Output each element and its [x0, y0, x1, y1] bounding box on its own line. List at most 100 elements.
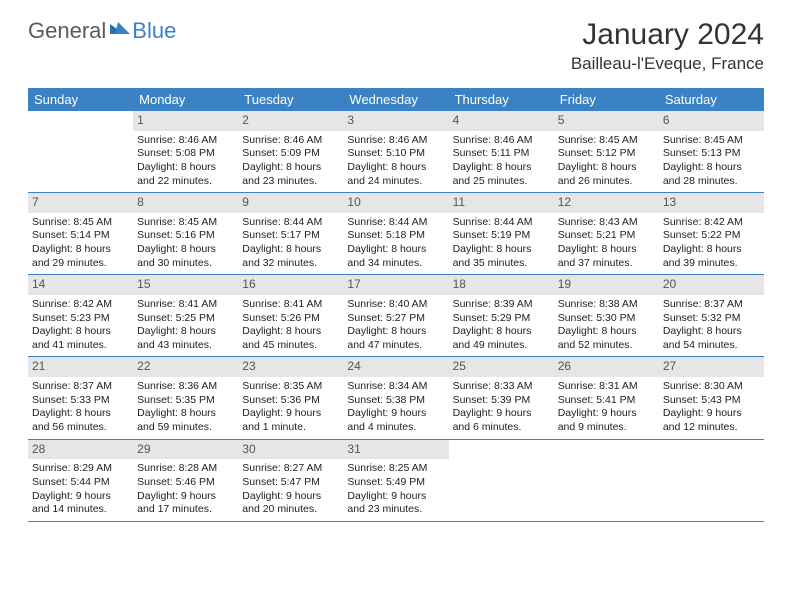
- calendar-cell: 7Sunrise: 8:45 AMSunset: 5:14 PMDaylight…: [28, 193, 133, 274]
- day-number: 24: [343, 357, 448, 377]
- daylight-text: and 47 minutes.: [347, 339, 444, 353]
- day-number: 10: [343, 193, 448, 213]
- daylight-text: and 56 minutes.: [32, 421, 129, 435]
- daylight-text: Daylight: 8 hours: [242, 161, 339, 175]
- sunrise-text: Sunrise: 8:36 AM: [137, 380, 234, 394]
- sunset-text: Sunset: 5:11 PM: [453, 147, 550, 161]
- daylight-text: and 17 minutes.: [137, 503, 234, 517]
- daylight-text: Daylight: 9 hours: [242, 407, 339, 421]
- sunset-text: Sunset: 5:32 PM: [663, 312, 760, 326]
- day-number: 19: [554, 275, 659, 295]
- daylight-text: and 39 minutes.: [663, 257, 760, 271]
- daylight-text: and 23 minutes.: [347, 503, 444, 517]
- sunrise-text: Sunrise: 8:44 AM: [347, 216, 444, 230]
- calendar-cell: 27 Sunrise: 8:30 AMSunset: 5:43 PMDayligh…: [659, 357, 764, 438]
- daylight-text: Daylight: 8 hours: [453, 325, 550, 339]
- calendar-cell: 5Sunrise: 8:45 AMSunset: 5:12 PMDaylight…: [554, 111, 659, 192]
- calendar-cell: 3Sunrise: 8:46 AMSunset: 5:10 PMDaylight…: [343, 111, 448, 192]
- daylight-text: and 37 minutes.: [558, 257, 655, 271]
- daylight-text: Daylight: 8 hours: [558, 325, 655, 339]
- sunrise-text: Sunrise: 8:42 AM: [663, 216, 760, 230]
- week-row: 1Sunrise: 8:46 AMSunset: 5:08 PMDaylight…: [28, 111, 764, 193]
- day-number: 16: [238, 275, 343, 295]
- day-number: 5: [554, 111, 659, 131]
- calendar-cell: 2Sunrise: 8:46 AMSunset: 5:09 PMDaylight…: [238, 111, 343, 192]
- weeks-container: 1Sunrise: 8:46 AMSunset: 5:08 PMDaylight…: [28, 111, 764, 522]
- daylight-text: and 28 minutes.: [663, 175, 760, 189]
- sunrise-text: Sunrise: 8:45 AM: [663, 134, 760, 148]
- title-block: January 2024 Bailleau-l'Eveque, France: [571, 18, 764, 74]
- dayheader-mon: Monday: [133, 88, 238, 111]
- sunset-text: Sunset: 5:25 PM: [137, 312, 234, 326]
- calendar-cell: 26 Sunrise: 8:31 AMSunset: 5:41 PMDayligh…: [554, 357, 659, 438]
- daylight-text: and 41 minutes.: [32, 339, 129, 353]
- sunset-text: Sunset: 5:39 PM: [453, 394, 550, 408]
- logo-flag-icon: [110, 20, 130, 43]
- sunrise-text: Sunrise: 8:40 AM: [347, 298, 444, 312]
- daylight-text: Daylight: 8 hours: [558, 243, 655, 257]
- logo: General Blue: [28, 18, 176, 44]
- day-number: 26: [554, 357, 659, 377]
- calendar-cell: [28, 111, 133, 192]
- daylight-text: Daylight: 8 hours: [347, 325, 444, 339]
- month-title: January 2024: [571, 18, 764, 52]
- dayheader-sun: Sunday: [28, 88, 133, 111]
- calendar-cell: 25Sunrise: 8:33 AMSunset: 5:39 PMDayligh…: [449, 357, 554, 438]
- day-number: 30: [238, 440, 343, 460]
- dayheader-wed: Wednesday: [343, 88, 448, 111]
- calendar-cell: [659, 440, 764, 521]
- sunset-text: Sunset: 5:12 PM: [558, 147, 655, 161]
- calendar-cell: [449, 440, 554, 521]
- sunset-text: Sunset: 5:43 PM: [663, 394, 760, 408]
- sunset-text: Sunset: 5:21 PM: [558, 229, 655, 243]
- sunrise-text: Sunrise: 8:44 AM: [242, 216, 339, 230]
- daylight-text: Daylight: 8 hours: [663, 161, 760, 175]
- daylight-text: Daylight: 9 hours: [242, 490, 339, 504]
- sunset-text: Sunset: 5:49 PM: [347, 476, 444, 490]
- calendar-cell: 9Sunrise: 8:44 AMSunset: 5:17 PMDaylight…: [238, 193, 343, 274]
- sunrise-text: Sunrise: 8:41 AM: [137, 298, 234, 312]
- logo-text-general: General: [28, 18, 106, 44]
- daylight-text: Daylight: 8 hours: [137, 325, 234, 339]
- day-number: 6: [659, 111, 764, 131]
- day-number: 29: [133, 440, 238, 460]
- sunrise-text: Sunrise: 8:25 AM: [347, 462, 444, 476]
- day-number: 22: [133, 357, 238, 377]
- daylight-text: and 30 minutes.: [137, 257, 234, 271]
- day-number: 31: [343, 440, 448, 460]
- sunset-text: Sunset: 5:41 PM: [558, 394, 655, 408]
- daylight-text: Daylight: 8 hours: [137, 407, 234, 421]
- day-number: 9: [238, 193, 343, 213]
- day-number: 28: [28, 440, 133, 460]
- daylight-text: Daylight: 9 hours: [558, 407, 655, 421]
- daylight-text: and 1 minute.: [242, 421, 339, 435]
- sunrise-text: Sunrise: 8:30 AM: [663, 380, 760, 394]
- daylight-text: and 52 minutes.: [558, 339, 655, 353]
- sunset-text: Sunset: 5:10 PM: [347, 147, 444, 161]
- sunrise-text: Sunrise: 8:27 AM: [242, 462, 339, 476]
- day-number: 27: [659, 357, 764, 377]
- calendar-cell: 16Sunrise: 8:41 AMSunset: 5:26 PMDayligh…: [238, 275, 343, 356]
- sunrise-text: Sunrise: 8:37 AM: [32, 380, 129, 394]
- calendar-cell: 18Sunrise: 8:39 AMSunset: 5:29 PMDayligh…: [449, 275, 554, 356]
- sunrise-text: Sunrise: 8:45 AM: [558, 134, 655, 148]
- sunset-text: Sunset: 5:27 PM: [347, 312, 444, 326]
- sunrise-text: Sunrise: 8:46 AM: [453, 134, 550, 148]
- daylight-text: and 24 minutes.: [347, 175, 444, 189]
- daylight-text: Daylight: 8 hours: [137, 243, 234, 257]
- day-number: 14: [28, 275, 133, 295]
- day-number: 11: [449, 193, 554, 213]
- sunset-text: Sunset: 5:22 PM: [663, 229, 760, 243]
- sunset-text: Sunset: 5:35 PM: [137, 394, 234, 408]
- sunrise-text: Sunrise: 8:31 AM: [558, 380, 655, 394]
- calendar-cell: 6Sunrise: 8:45 AMSunset: 5:13 PMDaylight…: [659, 111, 764, 192]
- daylight-text: Daylight: 9 hours: [137, 490, 234, 504]
- calendar-cell: 17Sunrise: 8:40 AMSunset: 5:27 PMDayligh…: [343, 275, 448, 356]
- dayheader-tue: Tuesday: [238, 88, 343, 111]
- sunset-text: Sunset: 5:08 PM: [137, 147, 234, 161]
- calendar-cell: 4Sunrise: 8:46 AMSunset: 5:11 PMDaylight…: [449, 111, 554, 192]
- daylight-text: Daylight: 9 hours: [663, 407, 760, 421]
- sunrise-text: Sunrise: 8:39 AM: [453, 298, 550, 312]
- sunset-text: Sunset: 5:33 PM: [32, 394, 129, 408]
- sunrise-text: Sunrise: 8:29 AM: [32, 462, 129, 476]
